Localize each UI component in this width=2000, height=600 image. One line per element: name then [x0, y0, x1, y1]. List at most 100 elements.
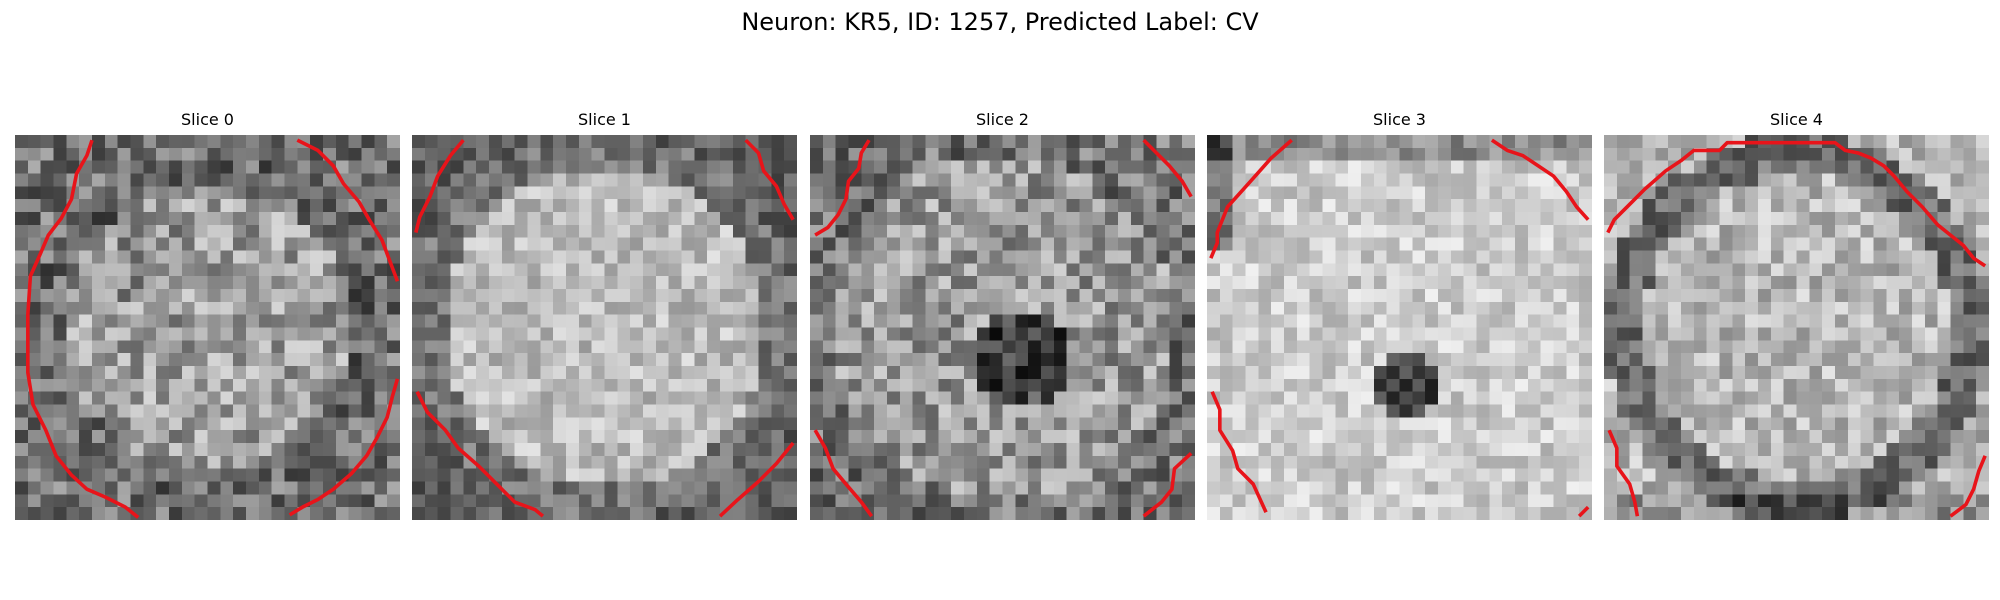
pixel [912, 173, 926, 187]
pixel [104, 340, 118, 354]
pixel [758, 186, 772, 200]
pixel [79, 443, 93, 457]
pixel [1553, 481, 1567, 495]
pixel [758, 147, 772, 161]
pixel [1489, 430, 1503, 444]
pixel [476, 314, 490, 328]
pixel [233, 340, 247, 354]
pixel [1130, 289, 1144, 303]
pixel [450, 301, 464, 315]
pixel [1783, 481, 1797, 495]
pixel [1693, 224, 1707, 238]
pixel [1296, 507, 1310, 520]
pixel [1566, 237, 1580, 251]
pixel [1425, 314, 1439, 328]
pixel [220, 199, 234, 213]
pixel [553, 507, 567, 520]
pixel [1143, 340, 1157, 354]
pixel [848, 404, 862, 418]
pixel [578, 430, 592, 444]
pixel [810, 224, 824, 238]
pixel [1066, 430, 1080, 444]
pixel [976, 250, 990, 264]
pixel [720, 366, 734, 380]
pixel [1860, 494, 1874, 508]
pixel [1655, 468, 1669, 482]
pixel [681, 135, 695, 149]
pixel [169, 314, 183, 328]
pixel [1770, 481, 1784, 495]
pixel [1386, 237, 1400, 251]
pixel [912, 250, 926, 264]
pixel [1118, 250, 1132, 264]
pixel [1425, 199, 1439, 213]
pixel [143, 160, 157, 174]
pixel [450, 353, 464, 367]
pixel [1412, 250, 1426, 264]
pixel [1847, 135, 1861, 149]
pixel [1540, 199, 1554, 213]
pixel [784, 455, 797, 469]
pixel [630, 494, 644, 508]
pixel [207, 224, 221, 238]
pixel [1079, 135, 1093, 149]
pixel [553, 314, 567, 328]
pixel [1463, 135, 1477, 149]
pixel [771, 135, 785, 149]
pixel [604, 391, 618, 405]
pixel [527, 353, 541, 367]
pixel [79, 263, 93, 277]
pixel [1053, 186, 1067, 200]
pixel [1655, 366, 1669, 380]
pixel [874, 173, 888, 187]
pixel [976, 212, 990, 226]
pixel [117, 327, 131, 341]
pixel [1450, 301, 1464, 315]
pixel [297, 186, 311, 200]
pixel [874, 340, 888, 354]
pixel [104, 507, 118, 520]
pixel [1770, 263, 1784, 277]
pixel [874, 301, 888, 315]
pixel [501, 237, 515, 251]
pixel [1322, 135, 1336, 149]
pixel [887, 507, 901, 520]
pixel [1425, 391, 1439, 405]
pixel [1822, 507, 1836, 520]
pixel [771, 314, 785, 328]
pixel [1015, 494, 1029, 508]
pixel [1412, 237, 1426, 251]
pixel [874, 443, 888, 457]
pixel [15, 250, 29, 264]
pixel [1182, 224, 1195, 238]
pixel [1950, 455, 1964, 469]
pixel [1770, 378, 1784, 392]
pixel [412, 276, 426, 290]
pixel [1719, 430, 1733, 444]
pixel [1758, 404, 1772, 418]
pixel [1566, 289, 1580, 303]
pixel [1796, 263, 1810, 277]
pixel [1873, 455, 1887, 469]
pixel [758, 443, 772, 457]
pixel [156, 289, 170, 303]
pixel [1092, 404, 1106, 418]
pixel [246, 366, 260, 380]
pixel [143, 455, 157, 469]
pixel [297, 173, 311, 187]
pixel [655, 391, 669, 405]
pixel [1796, 404, 1810, 418]
pixel [1232, 353, 1246, 367]
pixel [899, 199, 913, 213]
pixel [1527, 494, 1541, 508]
pixel [1130, 237, 1144, 251]
pixel [1886, 199, 1900, 213]
pixel [169, 263, 183, 277]
pixel [1912, 263, 1926, 277]
pixel [630, 237, 644, 251]
pixel [655, 237, 669, 251]
pixel [143, 378, 157, 392]
pixel [1783, 314, 1797, 328]
pixel [1219, 353, 1233, 367]
pixel [1745, 160, 1759, 174]
